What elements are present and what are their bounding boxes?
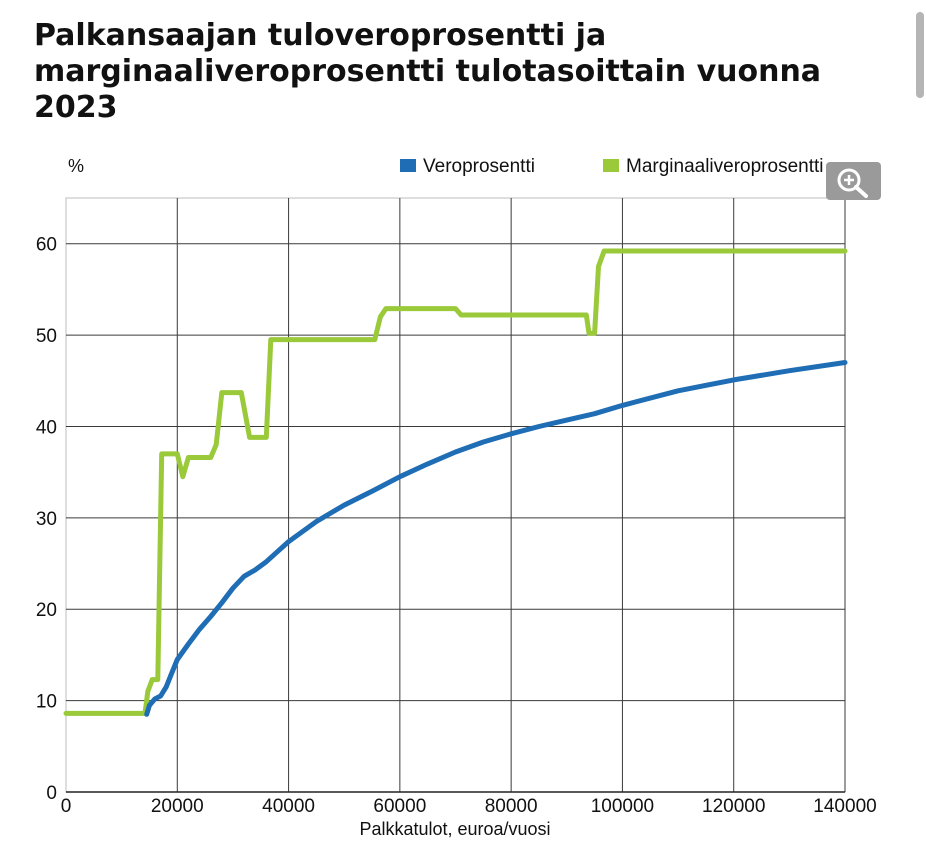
x-tick-label: 0 (61, 796, 72, 817)
series-line (144, 360, 848, 717)
zoom-in-icon (837, 168, 868, 198)
x-tick-label: 80000 (485, 796, 538, 817)
x-axis-label: Palkkatulot, euroa/vuosi (359, 819, 550, 839)
chart-title: Palkansaajan tuloveroprosentti ja margin… (34, 18, 822, 125)
y-tick-label: 0 (46, 783, 57, 804)
x-tick-label: 60000 (373, 796, 426, 817)
y-tick-label: 40 (36, 417, 57, 438)
x-tick-label: 40000 (262, 796, 315, 817)
x-tick-labels: 0 20000 40000 60000 80000 100000 120000 140000 (61, 796, 877, 817)
legend-swatch (400, 159, 416, 172)
legend-label: Veroprosentti (423, 156, 535, 177)
x-tick-label: 20000 (151, 796, 204, 817)
x-tick-label: 100000 (591, 796, 654, 817)
zoom-button[interactable] (826, 162, 881, 200)
legend-swatch (603, 159, 619, 172)
y-axis-label: % (68, 156, 84, 176)
y-tick-label: 30 (36, 509, 57, 530)
plot-frame (65, 197, 846, 793)
x-tick-label: 120000 (702, 796, 765, 817)
legend-label: Marginaaliveroprosentti (626, 156, 824, 177)
grid-lines (65, 197, 846, 793)
x-tick-label: 140000 (813, 796, 876, 817)
y-tick-labels: 0 10 20 30 40 50 60 (36, 235, 57, 804)
y-tick-label: 60 (36, 235, 57, 256)
y-tick-label: 10 (36, 692, 57, 713)
series-lines (63, 248, 848, 717)
legend: Veroprosentti Marginaaliveroprosentti (400, 156, 824, 177)
series-line (63, 248, 848, 716)
y-tick-label: 20 (36, 600, 57, 621)
y-tick-label: 50 (36, 326, 57, 347)
scrollbar-thumb[interactable] (916, 12, 924, 98)
